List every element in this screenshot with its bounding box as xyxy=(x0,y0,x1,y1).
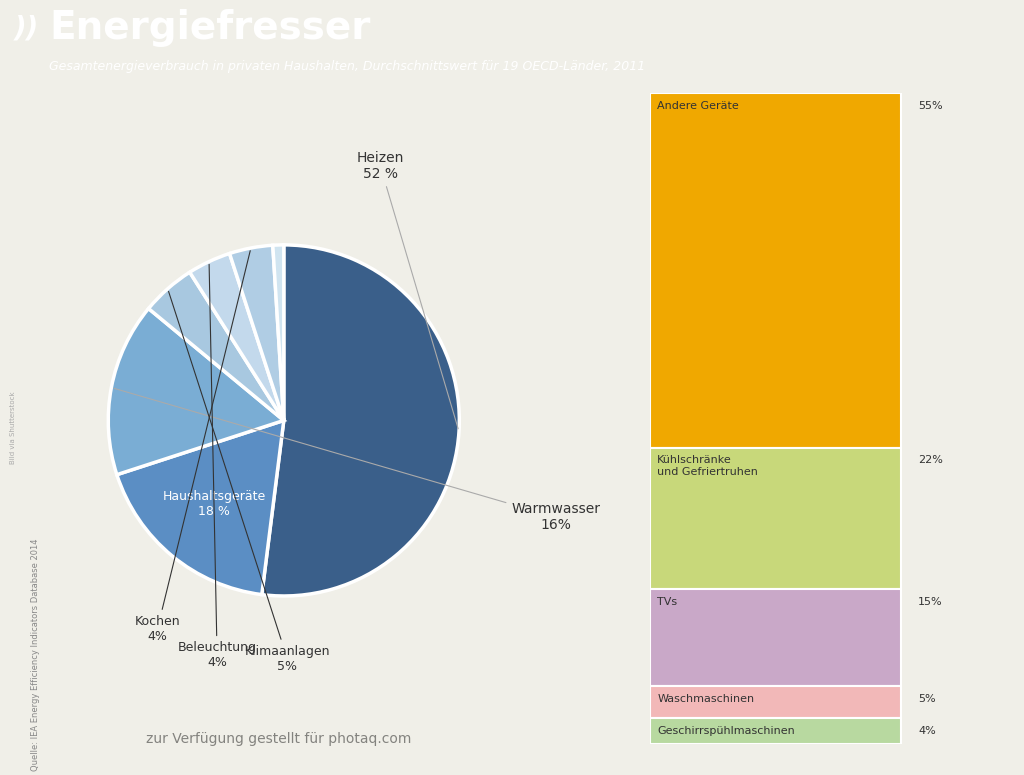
Text: TVs: TVs xyxy=(657,597,677,607)
Text: 22%: 22% xyxy=(919,456,943,465)
Text: Geschirrspühlmaschinen: Geschirrspühlmaschinen xyxy=(657,726,795,736)
Text: Haushaltsgeräte
18 %: Haushaltsgeräte 18 % xyxy=(163,491,266,518)
Text: Gesamtenergieverbrauch in privaten Haushalten, Durchschnittswert für 19 OECD-Län: Gesamtenergieverbrauch in privaten Haush… xyxy=(49,60,645,73)
Wedge shape xyxy=(109,308,284,474)
Text: Warmwasser
16%: Warmwasser 16% xyxy=(114,388,600,532)
Text: )): )) xyxy=(13,15,39,43)
Bar xyxy=(650,686,901,718)
Wedge shape xyxy=(262,245,460,596)
Text: Waschmaschinen: Waschmaschinen xyxy=(657,694,755,704)
Text: Quelle: IEA Energy Efficiency Indicators Database 2014: Quelle: IEA Energy Efficiency Indicators… xyxy=(31,539,40,771)
Bar xyxy=(650,447,901,589)
Wedge shape xyxy=(229,245,284,420)
Text: Kochen
4%: Kochen 4% xyxy=(134,250,250,643)
Text: Andere Geräte: Andere Geräte xyxy=(657,101,739,111)
Text: zur Verfügung gestellt für photaq.com: zur Verfügung gestellt für photaq.com xyxy=(145,732,412,746)
Wedge shape xyxy=(117,420,284,594)
Bar xyxy=(650,589,901,686)
Bar xyxy=(650,718,901,744)
Text: Energiefresser: Energiefresser xyxy=(49,9,371,47)
Text: 55%: 55% xyxy=(919,101,943,111)
Wedge shape xyxy=(148,272,284,420)
Text: Kühlschränke
und Gefriertruhen: Kühlschränke und Gefriertruhen xyxy=(657,456,758,477)
Text: 5%: 5% xyxy=(919,694,936,704)
Text: 15%: 15% xyxy=(919,597,943,607)
Text: Bild via Shutterstock: Bild via Shutterstock xyxy=(10,392,15,464)
Bar xyxy=(650,93,901,447)
Text: 4%: 4% xyxy=(919,726,936,736)
Text: Klimaanlagen
5%: Klimaanlagen 5% xyxy=(169,291,330,673)
Text: Heizen
52 %: Heizen 52 % xyxy=(356,151,458,429)
Wedge shape xyxy=(272,245,284,420)
Text: Beleuchtung
4%: Beleuchtung 4% xyxy=(177,264,257,669)
Wedge shape xyxy=(189,253,284,420)
